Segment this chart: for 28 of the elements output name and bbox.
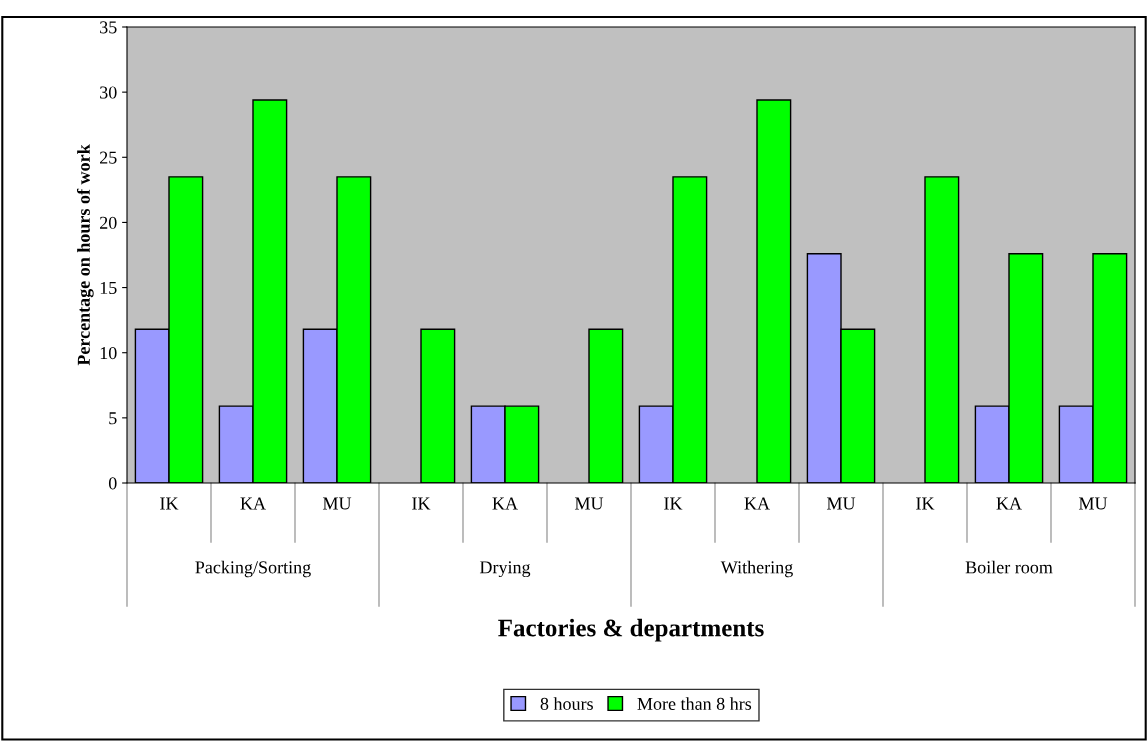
y-axis-title: Percentage on hours of work [76, 144, 94, 366]
x-tick-label: MU [574, 497, 604, 510]
x-tick-label: MU [322, 497, 352, 510]
text: Boiler room [965, 560, 1053, 574]
y-tick-label: 20 [100, 216, 117, 229]
x-tick-label: MU [1078, 497, 1108, 510]
y-tick-label: 0 [108, 477, 117, 490]
x-tick-label: MU [826, 497, 856, 510]
x-tick-label: KA [492, 497, 518, 510]
x-tick-label: IK [664, 497, 683, 510]
y-tick-label: 10 [100, 346, 117, 360]
x-tick-label: IK [916, 497, 935, 510]
y-tick-label: 30 [100, 86, 117, 99]
y-tick-label: 25 [100, 151, 117, 164]
y-tick-label: 35 [100, 21, 117, 34]
y-tick-label: 5 [109, 412, 117, 425]
text: Packing/Sorting [195, 560, 311, 578]
x-axis-title: Factories & departments [498, 618, 764, 642]
text: Drying [479, 561, 531, 578]
legend-label: 8 hours [540, 697, 593, 710]
x-tick-label: IK [412, 497, 431, 510]
legend-label: More than 8 hrs [637, 697, 752, 710]
y-tick-label: 15 [100, 281, 117, 295]
x-tick-label: KA [240, 497, 266, 510]
x-tick-label: KA [744, 497, 770, 510]
x-tick-label: IK [160, 497, 179, 510]
text: Withering [720, 560, 793, 578]
x-tick-label: KA [996, 497, 1022, 510]
